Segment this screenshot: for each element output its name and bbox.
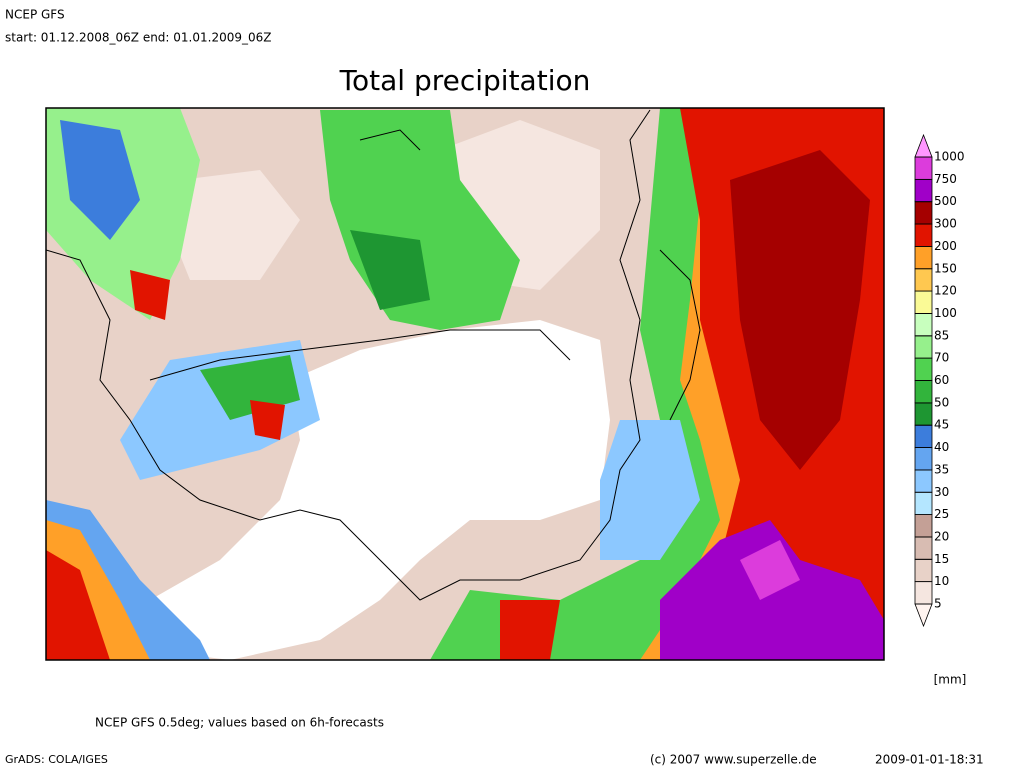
legend-swatch — [914, 245, 933, 270]
legend-swatch — [914, 156, 933, 180]
wet-region — [350, 230, 430, 310]
legend-swatch — [914, 357, 933, 381]
legend-swatch — [914, 133, 933, 158]
border — [149, 329, 571, 381]
legend-swatch — [914, 335, 933, 359]
legend-swatch — [914, 290, 933, 314]
legend-label: 15 — [934, 552, 949, 566]
footnote: NCEP GFS 0.5deg; values based on 6h-fore… — [95, 716, 384, 730]
wet-region — [60, 120, 140, 240]
legend-swatch — [914, 447, 933, 471]
wet-region — [500, 600, 560, 660]
legend-label: 500 — [934, 194, 957, 208]
legend-swatch — [914, 603, 933, 628]
legend-label: 50 — [934, 395, 949, 409]
legend-label: 20 — [934, 529, 949, 543]
legend-swatch — [914, 558, 933, 583]
legend-swatch — [914, 469, 933, 493]
legend-label: 35 — [934, 462, 949, 476]
wet-region — [600, 420, 700, 560]
map — [46, 108, 884, 660]
legend-label: 45 — [934, 418, 949, 432]
legend-label: 200 — [934, 239, 957, 253]
copyright: (c) 2007 www.superzelle.de — [650, 753, 817, 767]
legend-label: 100 — [934, 306, 957, 320]
wet-region — [250, 400, 285, 440]
coastline — [46, 109, 651, 601]
legend-label: 120 — [934, 284, 957, 298]
legend-label: 70 — [934, 351, 949, 365]
legend-label: 10 — [934, 574, 949, 588]
legend-label: 5 — [934, 597, 942, 611]
wet-region — [130, 270, 170, 320]
legend-swatch — [914, 491, 933, 516]
legend-label: 750 — [934, 172, 957, 186]
legend-swatch — [914, 402, 933, 426]
map-title: Total precipitation — [339, 64, 591, 97]
legend-swatch — [914, 223, 933, 247]
period-label: start: 01.12.2008_06Z end: 01.01.2009_06… — [5, 31, 271, 45]
color-legend: 5 10 15 20 25 30 35 40 45 50 60 70 85 100 120 150 200 300… — [914, 133, 965, 628]
legend-swatch — [914, 178, 933, 203]
dry-region — [150, 320, 610, 660]
legend-swatch — [914, 313, 933, 337]
legend-label: 60 — [934, 373, 949, 387]
legend-label: 1000 — [934, 150, 965, 164]
legend-label: 40 — [934, 440, 949, 454]
legend-label: 25 — [934, 507, 949, 521]
unit-label: [mm] — [934, 673, 967, 687]
software-credit: GrADS: COLA/IGES — [5, 753, 108, 766]
dry-region — [170, 170, 300, 280]
legend-swatch — [914, 514, 933, 538]
wet-region — [740, 540, 800, 600]
legend-label: 30 — [934, 485, 949, 499]
wet-region — [46, 550, 110, 660]
timestamp: 2009-01-01-18:31 — [875, 753, 984, 767]
legend-swatch — [914, 380, 933, 404]
legend-label: 150 — [934, 261, 957, 275]
legend-swatch — [914, 424, 933, 448]
coastline — [359, 129, 421, 151]
legend-label: 85 — [934, 328, 949, 342]
legend-swatch — [914, 581, 933, 605]
map-frame — [45, 107, 885, 661]
coastline — [659, 249, 701, 421]
wet-region — [730, 150, 870, 470]
legend-swatch — [914, 201, 933, 225]
model-label: NCEP GFS — [5, 8, 65, 22]
legend-swatch — [914, 268, 933, 292]
legend-label: 300 — [934, 217, 957, 231]
legend-swatch — [914, 536, 933, 560]
